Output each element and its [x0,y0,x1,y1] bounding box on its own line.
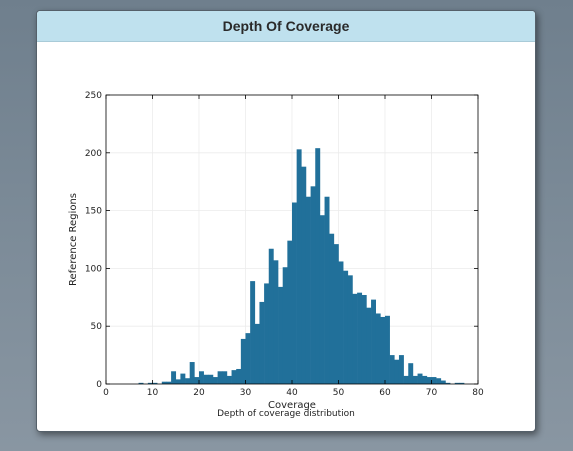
histogram-bar [305,196,311,384]
histogram-bar [403,375,409,384]
y-tick-label: 250 [85,91,102,101]
histogram-bar [338,261,344,384]
x-tick-label: 50 [333,388,345,398]
histogram-bar [208,374,214,384]
x-axis-label: Coverage [268,400,316,411]
histogram-bar [412,375,418,384]
histogram-bar [394,359,400,384]
chart-area: 0 10 20 30 40 50 60 70 80 0 50 100 150 200 250 Coverag… [37,42,535,431]
histogram-bar [357,292,363,384]
x-tick-label: 10 [147,388,159,398]
histogram-bar [250,281,256,384]
histogram-bar [254,323,260,384]
axis-ticks: 0 10 20 30 40 50 60 70 80 0 50 100 150 200 250 [85,91,484,398]
histogram-bar [389,355,395,384]
panel-title: Depth Of Coverage [222,18,350,34]
histogram-bar [273,260,279,384]
y-tick-label: 50 [91,322,103,332]
histogram-bar [245,333,251,384]
y-tick-label: 0 [96,380,102,390]
histogram-bar [212,377,218,384]
histogram-bar [426,377,432,384]
histogram-bar [375,313,381,384]
histogram-bar [236,368,242,384]
histogram-bar [222,371,228,384]
histogram-bar [422,375,428,384]
y-tick-label: 150 [85,207,102,217]
histogram-bar [147,382,153,384]
histogram-bar [352,293,358,384]
histogram-bar [380,316,386,384]
histogram-bar [171,371,177,384]
histogram-bar [259,301,265,384]
histogram-bar [292,202,297,384]
chart-caption: Depth of coverage distribution [217,409,355,419]
histogram-bar [329,233,335,384]
histogram-bar [333,244,339,384]
histogram-bar [398,355,404,384]
histogram-bar [194,377,200,384]
histogram-bar [199,371,204,384]
histogram-bar [459,382,465,384]
histogram-bar [152,382,158,384]
histogram-bar [138,382,144,384]
histogram-bar [175,379,181,384]
x-tick-label: 80 [472,388,484,398]
x-tick-label: 70 [426,388,438,398]
histogram-bar [180,373,186,384]
histogram-bar [278,286,283,384]
panel-header: Depth Of Coverage [37,11,535,42]
histogram-bar [343,270,349,384]
histogram-bar [445,382,451,384]
coverage-panel: Depth Of Coverage 0 10 20 30 40 50 60 70 80 0 50 10… [36,10,536,432]
histogram-bar [189,362,195,384]
x-tick-label: 20 [193,388,205,398]
x-tick-label: 60 [379,388,391,398]
histogram-bar [440,380,446,384]
histogram-bar [436,378,442,384]
histogram-bar [371,299,376,384]
x-tick-label: 0 [103,388,109,398]
histogram-bar [264,283,270,384]
histogram-bar [268,248,274,384]
histogram-bar [417,373,423,384]
histogram-bar [240,338,246,384]
histogram-bar [217,371,223,384]
histogram-bar [324,196,330,384]
histogram-bar [301,166,307,384]
histogram-bar [161,381,167,384]
bars [138,148,465,384]
x-tick-label: 30 [240,388,252,398]
histogram-bar [315,148,321,384]
histogram-bar [282,267,288,384]
histogram-bar [231,370,237,384]
x-tick-label: 40 [286,388,298,398]
histogram-bar [310,186,316,384]
histogram-bar [319,215,325,384]
histogram-bar [431,377,437,384]
histogram-bar [226,375,232,384]
y-tick-label: 200 [85,149,102,159]
histogram-bar [203,374,209,384]
histogram-bar [366,307,372,384]
histogram-bar [408,363,414,384]
histogram-bar [385,315,390,384]
histogram-bar [361,294,367,384]
y-tick-label: 100 [85,264,102,274]
histogram-bar [347,275,353,384]
histogram-bar [454,382,460,384]
histogram-chart: 0 10 20 30 40 50 60 70 80 0 50 100 150 200 250 Coverag… [68,91,484,411]
histogram-bar [185,378,190,384]
histogram-bar [287,240,293,384]
histogram-bar [296,149,302,384]
histogram-bar [166,381,172,384]
y-axis-label: Reference Regions [68,193,79,286]
